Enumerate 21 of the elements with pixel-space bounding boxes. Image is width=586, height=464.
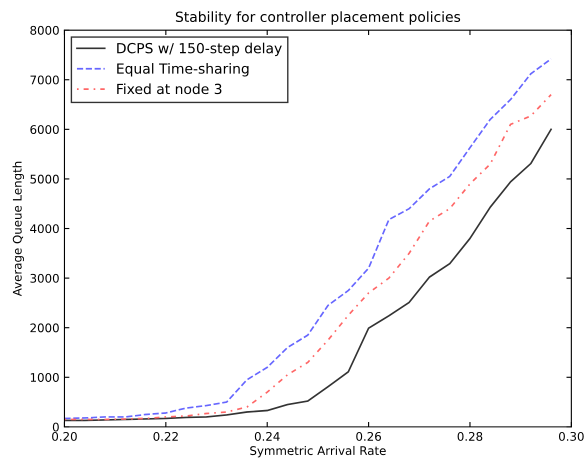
x-tick-label: 0.22: [153, 432, 178, 441]
x-tick-label: 0.30: [558, 432, 584, 441]
legend-label: DCPS w/ 150-step delay: [117, 42, 282, 56]
legend-label: Equal Time-sharing: [117, 63, 248, 76]
y-tick-label: 7000: [30, 75, 59, 84]
y-tick-label: 4000: [30, 224, 59, 234]
y-tick-label: 2000: [30, 323, 59, 332]
x-axis-title: Symmetric Arrival Rate: [250, 446, 386, 458]
x-tick-label: 0.26: [356, 432, 381, 441]
y-axis-title: Average Queue Length: [12, 162, 24, 296]
x-tick-label: 0.28: [458, 432, 482, 441]
x-tick-label: 0.24: [254, 432, 280, 441]
legend-label: Fixed at node 3: [117, 83, 222, 94]
y-tick-label: 1000: [30, 373, 59, 382]
y-tick-label: 0: [52, 422, 59, 432]
y-tick-label: 5000: [30, 174, 59, 184]
y-tick-label: 3000: [30, 274, 59, 283]
y-tick-label: 8000: [30, 26, 59, 35]
chart-title: Stability for controller placement policies: [176, 11, 460, 25]
y-tick-label: 6000: [30, 125, 59, 134]
x-tick-label: 0.20: [52, 432, 77, 441]
